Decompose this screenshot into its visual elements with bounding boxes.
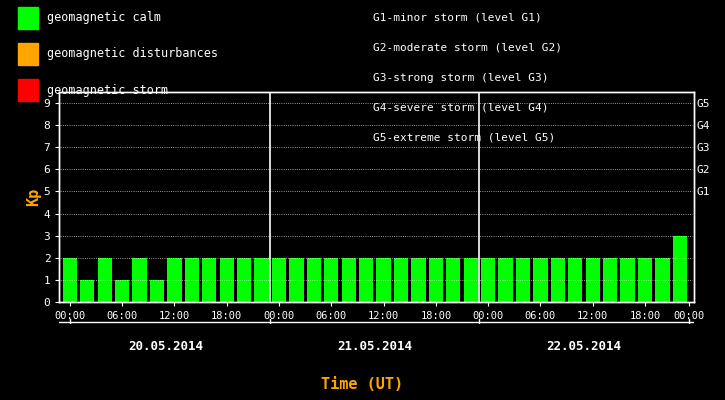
Text: 22.05.2014: 22.05.2014 <box>547 340 621 352</box>
Text: 21.05.2014: 21.05.2014 <box>337 340 413 352</box>
Text: geomagnetic disturbances: geomagnetic disturbances <box>47 48 218 60</box>
Bar <box>621 258 635 302</box>
Bar <box>220 258 234 302</box>
Y-axis label: Kp: Kp <box>26 188 41 206</box>
Bar <box>603 258 617 302</box>
Bar <box>115 280 129 302</box>
Text: Time (UT): Time (UT) <box>321 377 404 392</box>
Text: geomagnetic storm: geomagnetic storm <box>47 84 168 96</box>
Bar <box>98 258 112 302</box>
Text: G2-moderate storm (level G2): G2-moderate storm (level G2) <box>373 43 563 53</box>
Bar <box>185 258 199 302</box>
Bar <box>638 258 652 302</box>
Bar <box>341 258 356 302</box>
Bar <box>289 258 304 302</box>
Bar <box>63 258 77 302</box>
Bar <box>324 258 339 302</box>
Text: geomagnetic calm: geomagnetic calm <box>47 12 161 24</box>
Text: G4-severe storm (level G4): G4-severe storm (level G4) <box>373 103 549 113</box>
Bar <box>463 258 478 302</box>
Bar <box>254 258 269 302</box>
Bar <box>80 280 94 302</box>
Bar <box>167 258 182 302</box>
Bar <box>516 258 530 302</box>
Bar <box>272 258 286 302</box>
Bar <box>499 258 513 302</box>
Bar <box>133 258 146 302</box>
Bar <box>551 258 565 302</box>
Bar <box>568 258 582 302</box>
Bar <box>307 258 321 302</box>
Bar <box>202 258 217 302</box>
Text: 20.05.2014: 20.05.2014 <box>128 340 203 352</box>
Bar <box>586 258 600 302</box>
Bar <box>428 258 443 302</box>
Bar <box>394 258 408 302</box>
Bar <box>359 258 373 302</box>
Bar <box>150 280 164 302</box>
Text: G1-minor storm (level G1): G1-minor storm (level G1) <box>373 13 542 23</box>
Text: G3-strong storm (level G3): G3-strong storm (level G3) <box>373 73 549 83</box>
Bar <box>534 258 547 302</box>
Bar <box>411 258 426 302</box>
Text: G5-extreme storm (level G5): G5-extreme storm (level G5) <box>373 133 555 143</box>
Bar <box>481 258 495 302</box>
Bar <box>376 258 391 302</box>
Bar <box>673 236 687 302</box>
Bar <box>655 258 670 302</box>
Bar <box>446 258 460 302</box>
Bar <box>237 258 252 302</box>
